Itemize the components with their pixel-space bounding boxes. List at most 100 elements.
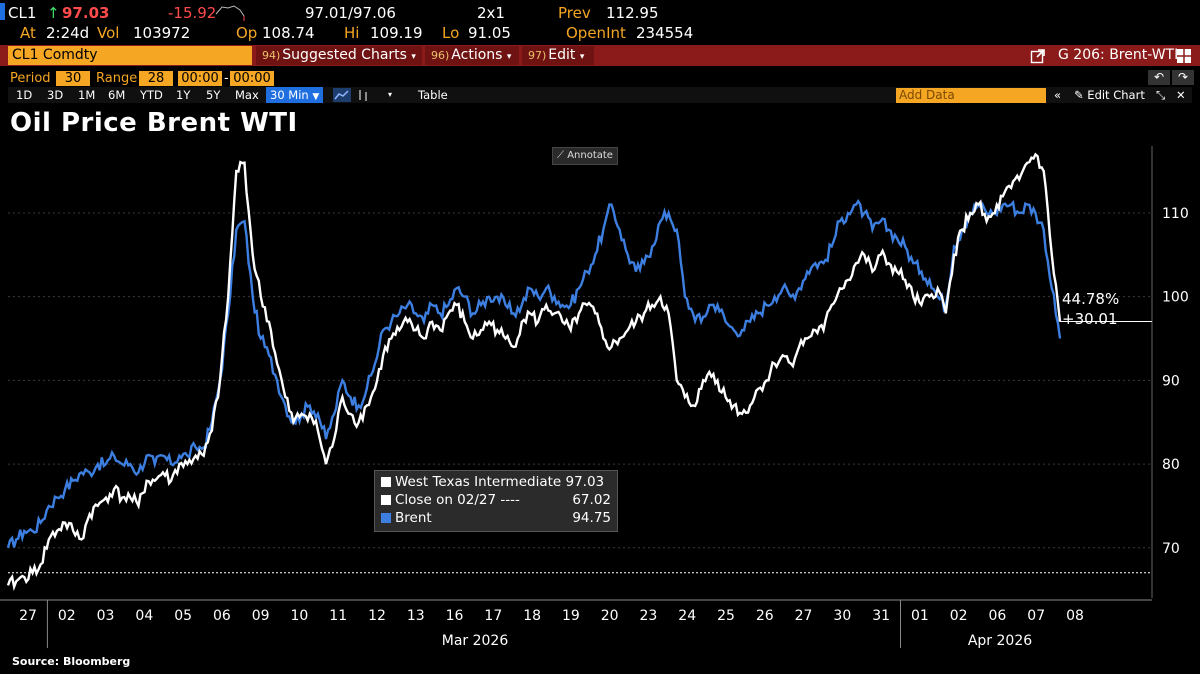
range-5y[interactable]: 5Y (206, 88, 221, 102)
price-chart[interactable]: 70 80 90 100 110 27 02 03 04 05 06 09 10 11 12 13 16 17 1… (0, 140, 1200, 655)
time-to-field[interactable]: 00:00 (230, 71, 274, 86)
expand-icon[interactable]: ⤡ (1156, 88, 1166, 102)
collapse-icon[interactable]: « (1054, 88, 1062, 102)
edit-chart-button[interactable]: ✎ Edit Chart (1074, 87, 1145, 103)
range-max[interactable]: Max (235, 88, 259, 102)
legend-row-close[interactable]: Close on 02/27 ---- 67.02 (381, 491, 611, 509)
hi-label: Hi (344, 24, 360, 42)
at-label: At (20, 24, 36, 42)
annotate-label: Annotate (567, 150, 613, 161)
quote-last: 97.03 (62, 4, 110, 22)
legend-row-wti[interactable]: West Texas Intermediate 97.03 (381, 473, 604, 491)
period-field[interactable]: 30 (56, 71, 90, 86)
range-3d[interactable]: 3D (47, 88, 64, 102)
prev-label: Prev (558, 4, 591, 22)
x-tick-label: 20 (601, 608, 619, 624)
time-from-field[interactable]: 00:00 (178, 71, 222, 86)
y-tick-label: 100 (1162, 290, 1189, 306)
x-tick-label: 04 (135, 608, 153, 624)
quote-size: 2x1 (477, 4, 505, 22)
range-1y[interactable]: 1Y (176, 88, 191, 102)
caret-down-icon: ▾ (579, 52, 585, 62)
x-tick-label: 31 (872, 608, 890, 624)
legend-close-value: 67.02 (572, 492, 611, 508)
interval-select[interactable]: 30 Min ▼ (266, 87, 324, 103)
y-tick-label: 90 (1162, 373, 1180, 389)
symbol-marker (0, 3, 5, 20)
x-tick-label: 02 (58, 608, 76, 624)
redo-icon[interactable]: ↷ (1172, 70, 1194, 85)
pencil-icon: ✎ (1074, 88, 1084, 102)
wti-series-line (6, 152, 1062, 592)
undo-icon[interactable]: ↶ (1148, 70, 1170, 85)
x-tick-label: 12 (368, 608, 386, 624)
grid-icon[interactable] (1176, 48, 1192, 64)
quote-symbol[interactable]: CL1 (8, 4, 37, 22)
brent-swatch (381, 513, 391, 523)
legend-close-name: Close on 02/27 ---- (395, 492, 520, 508)
close-icon[interactable]: ✕ (1176, 88, 1186, 102)
quote-open: 108.74 (262, 24, 315, 42)
chart-legend[interactable]: West Texas Intermediate 97.03 Close on 0… (374, 470, 618, 532)
quote-prev: 112.95 (606, 4, 659, 22)
x-tick-label: 19 (562, 608, 580, 624)
x-tick-label: 30 (833, 608, 851, 624)
suggested-charts-menu[interactable]: 94) Suggested Charts ▾ (256, 46, 422, 65)
quote-at-time: 2:24d (46, 24, 90, 42)
x-tick-label: 25 (717, 608, 735, 624)
x-tick-label: 03 (97, 608, 115, 624)
range-ytd[interactable]: YTD (140, 88, 163, 102)
legend-row-brent[interactable]: Brent 94.75 (381, 509, 611, 527)
chart-type-caret-icon[interactable]: ▾ (388, 90, 393, 99)
quote-lo: 91.05 (468, 24, 511, 42)
caret-down-icon: ▾ (506, 52, 512, 62)
wti-swatch (381, 477, 391, 487)
range-field[interactable]: 28 (139, 71, 173, 86)
interval-label: 30 Min (270, 88, 309, 102)
range-label: Range (96, 71, 138, 86)
quote-vol: 103972 (133, 24, 191, 42)
legend-brent-name: Brent (395, 510, 432, 526)
time-separator: - (224, 71, 229, 86)
suggested-charts-label: Suggested Charts (282, 47, 407, 63)
caret-down-icon: ▼ (312, 92, 320, 102)
chart-id: G 206: Brent-WTI (1058, 47, 1179, 63)
edit-num: 97) (528, 49, 547, 62)
x-tick-label: 27 (19, 608, 37, 624)
actions-menu[interactable]: 96) Actions ▾ (425, 46, 519, 65)
actions-num: 96) (431, 49, 450, 62)
actions-label: Actions (451, 47, 503, 63)
source-note: Source: Bloomberg (12, 655, 131, 668)
table-button[interactable]: Table (418, 88, 448, 102)
x-tick-label: 24 (678, 608, 696, 624)
range-1d[interactable]: 1D (16, 88, 33, 102)
x-tick-label: 27 (795, 608, 813, 624)
x-tick-label: 06 (989, 608, 1007, 624)
add-data-input[interactable]: Add Data (896, 88, 1046, 103)
y-tick-label: 70 (1162, 541, 1180, 557)
x-tick-label: 06 (213, 608, 231, 624)
x-tick-label: 18 (523, 608, 541, 624)
month-label: Mar 2026 (442, 633, 509, 649)
pencil-icon: ⟋ (557, 150, 565, 161)
legend-brent-value: 94.75 (572, 510, 611, 526)
bar-chart-icon[interactable] (356, 88, 370, 102)
x-tick-label: 16 (446, 608, 464, 624)
range-6m[interactable]: 6M (108, 88, 126, 102)
sparkline-icon (215, 5, 245, 21)
x-tick-label: 13 (407, 608, 425, 624)
x-tick-label: 10 (291, 608, 309, 624)
suggested-charts-num: 94) (262, 49, 281, 62)
annotate-button[interactable]: ⟋ Annotate (552, 147, 618, 165)
legend-wti-name: West Texas Intermediate (395, 474, 562, 490)
x-tick-label: 02 (950, 608, 968, 624)
x-tick-label: 01 (911, 608, 929, 624)
popout-icon[interactable] (1030, 48, 1046, 64)
x-tick-label: 26 (756, 608, 774, 624)
line-chart-icon[interactable] (333, 88, 351, 102)
quote-change: -15.92 (168, 4, 217, 22)
edit-menu[interactable]: 97) Edit ▾ (522, 46, 594, 65)
ticker-field[interactable]: CL1 Comdty (8, 46, 252, 65)
lo-label: Lo (442, 24, 460, 42)
range-1m[interactable]: 1M (78, 88, 96, 102)
